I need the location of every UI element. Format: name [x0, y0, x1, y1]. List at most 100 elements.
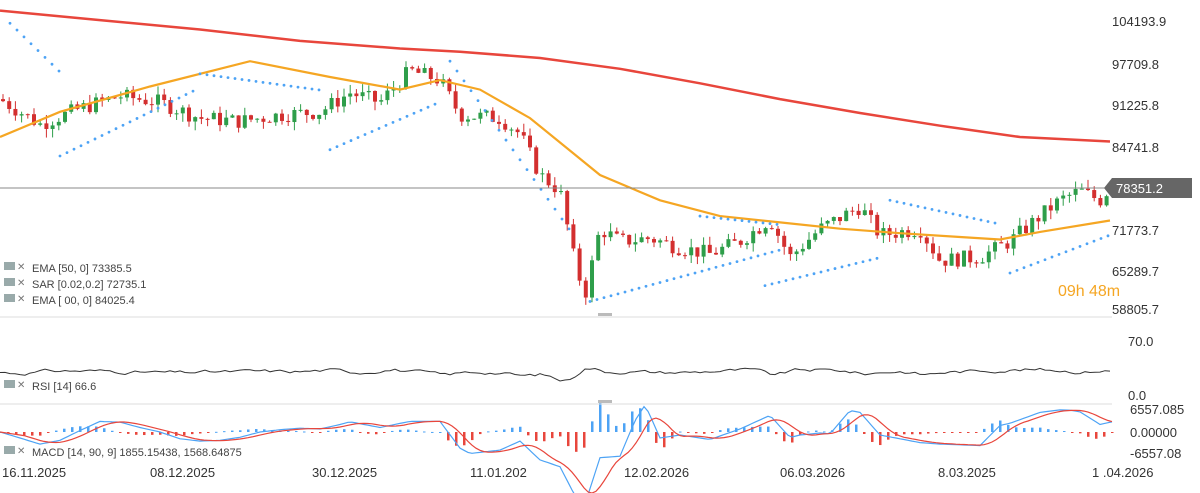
sar-dot [412, 111, 416, 115]
candle-body [44, 123, 49, 129]
candle-body [490, 110, 495, 122]
sar-dot [868, 258, 872, 262]
macd-histogram-bar [247, 429, 250, 432]
panel-resize-handle[interactable] [598, 313, 612, 316]
sar-dot [275, 82, 279, 86]
macd-histogram-bar [1095, 432, 1098, 439]
sar-dot [630, 288, 634, 292]
sar-dot [993, 221, 997, 225]
legend-label: EMA [ 00, 0] 84025.4 [32, 295, 135, 307]
sar-dot [686, 273, 690, 277]
candle-body [131, 89, 136, 99]
sar-dot [733, 218, 737, 222]
ema200-line [0, 9, 1111, 143]
candle-body [1024, 225, 1028, 234]
macd-histogram-bar [599, 402, 602, 432]
sar-dot [875, 256, 879, 260]
sar-dot [1092, 239, 1096, 243]
macd-histogram-bar [839, 423, 842, 432]
macd-histogram-bar [543, 432, 546, 442]
sar-dot [50, 62, 54, 66]
sar-dot [497, 128, 501, 132]
candle-body [521, 132, 526, 136]
candle-body [366, 90, 371, 93]
candle-body [1086, 188, 1090, 191]
sar-dot [588, 300, 592, 303]
candle-body [311, 115, 315, 119]
macd-histogram-bar [967, 432, 970, 433]
macd-histogram-bar [319, 432, 322, 433]
candle-body [230, 115, 235, 118]
candle-body [267, 121, 272, 123]
candle-body [596, 234, 601, 261]
macd-histogram-bar [575, 432, 578, 452]
sar-dot [191, 89, 195, 93]
legend-item-ema200[interactable]: ✕ EMA [ 00, 0] 84025.4 [4, 294, 135, 307]
candle-body [249, 115, 253, 120]
sar-dot [1106, 234, 1110, 238]
sar-dot [707, 267, 711, 271]
macd-histogram-bar [327, 430, 330, 432]
candle-body [652, 239, 656, 243]
candle-body [819, 223, 824, 234]
macd-histogram-bar [375, 432, 378, 435]
macd-legend[interactable]: ✕ MACD [14, 90, 9] 1855.15438, 1568.6487… [4, 446, 242, 459]
sar-dot [349, 139, 353, 142]
candle-body [466, 119, 470, 122]
sar-dot [328, 148, 332, 152]
macd-histogram-bar [999, 420, 1002, 432]
candle-body [962, 250, 966, 267]
macd-histogram-bar [951, 432, 954, 433]
sar-dot [560, 217, 564, 221]
candle-body [404, 67, 408, 89]
legend-item-sar[interactable]: ✕ SAR [0.02,0.2] 72735.1 [4, 278, 146, 291]
rsi-legend[interactable]: ✕ RSI [14] 66.6 [4, 380, 96, 393]
macd-histogram-bar [263, 429, 266, 432]
macd-histogram-bar [295, 431, 298, 433]
macd-histogram-bar [183, 432, 186, 436]
legend-label: SAR [0.02,0.2] 72735.1 [32, 279, 146, 291]
candle-body [162, 94, 167, 101]
sar-dot [756, 254, 760, 258]
macd-histogram-bar [471, 432, 474, 441]
candle-body [993, 242, 997, 252]
sar-dot [965, 215, 969, 219]
candle-body [416, 68, 421, 73]
sar-dot [951, 212, 955, 216]
macd-histogram-bar [807, 431, 810, 433]
candle-body [788, 246, 793, 255]
indicator-legend: ✕ EMA [50, 0] 73385.5 ✕ SAR [0.02,0.2] 7… [4, 262, 146, 307]
candle-body [447, 79, 452, 92]
macd-histogram-bar [1039, 427, 1042, 432]
macd-histogram-bar [1031, 427, 1034, 432]
sar-dot [1050, 255, 1054, 259]
candle-body [769, 228, 774, 230]
date-tick-label: 1 .04.2026 [1092, 465, 1153, 480]
macd-histogram-bar [463, 432, 466, 446]
sar-dot [763, 252, 767, 256]
legend-item-ema50[interactable]: ✕ EMA [50, 0] 73385.5 [4, 262, 132, 275]
macd-histogram-bar [391, 430, 394, 432]
sar-dot [972, 217, 976, 220]
candle-body [261, 118, 266, 122]
macd-histogram-bar [151, 432, 154, 435]
candle-body [602, 234, 607, 238]
macd-histogram-bar [783, 432, 786, 442]
macd-histogram-bar [511, 427, 514, 432]
sar-dot [86, 140, 90, 144]
candle-body [317, 114, 322, 119]
candle-body [1, 99, 5, 102]
sar-dot [426, 105, 430, 109]
panel-resize-handle[interactable] [598, 400, 612, 403]
candle-body [980, 262, 985, 264]
candle-body [174, 113, 179, 115]
macd-histogram-bar [647, 420, 650, 432]
sar-dot [930, 207, 934, 211]
sar-dot [57, 69, 61, 73]
sar-dot [29, 42, 33, 46]
countdown-minutes: 48m [1089, 283, 1120, 300]
candle-body [695, 247, 700, 257]
sar-dot [212, 74, 216, 78]
macd-histogram-bar [1047, 429, 1050, 432]
